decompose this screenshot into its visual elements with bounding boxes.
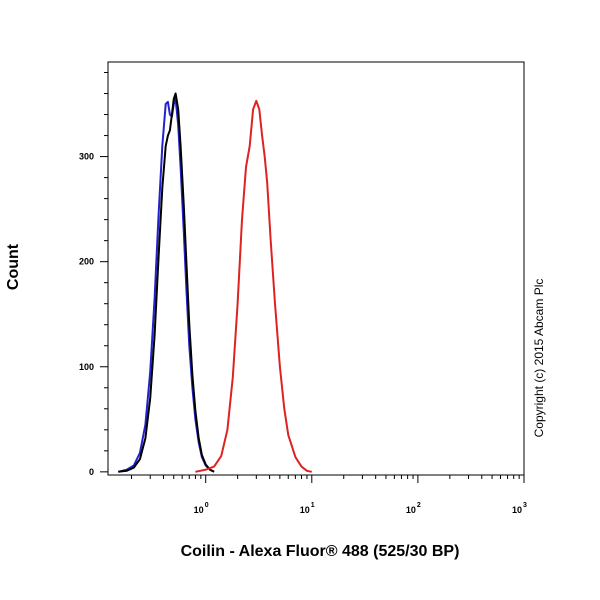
histogram-curve: [195, 99, 312, 473]
x-tick-label-exponent: 0: [205, 502, 209, 509]
y-axis-title: Count: [5, 243, 22, 290]
x-tick-label-base: 10: [194, 505, 204, 515]
y-axis: 0 100 200 300: [79, 72, 108, 477]
y-tick-label: 300: [79, 152, 94, 162]
x-tick-label-base: 10: [300, 505, 310, 515]
y-tick-label: 200: [79, 257, 94, 267]
y-tick-label: 100: [79, 362, 94, 372]
series-group: [118, 92, 312, 473]
x-axis: 10 0 10 1 10 2 10 3: [131, 475, 527, 515]
copyright-annotation: Copyright (c) 2015 Abcam Plc: [532, 279, 546, 438]
plot-frame: [107, 61, 525, 476]
x-tick-label-exponent: 2: [417, 502, 421, 509]
x-tick-label-base: 10: [406, 505, 416, 515]
y-tick-label: 0: [89, 467, 94, 477]
x-axis-title: Coilin - Alexa Fluor® 488 (525/30 BP): [181, 543, 460, 560]
x-tick-label-exponent: 3: [523, 502, 527, 509]
histogram-curve: [118, 92, 215, 473]
x-tick-label-exponent: 1: [311, 502, 315, 509]
histogram-curve: [118, 97, 215, 473]
x-tick-label-base: 10: [512, 505, 522, 515]
